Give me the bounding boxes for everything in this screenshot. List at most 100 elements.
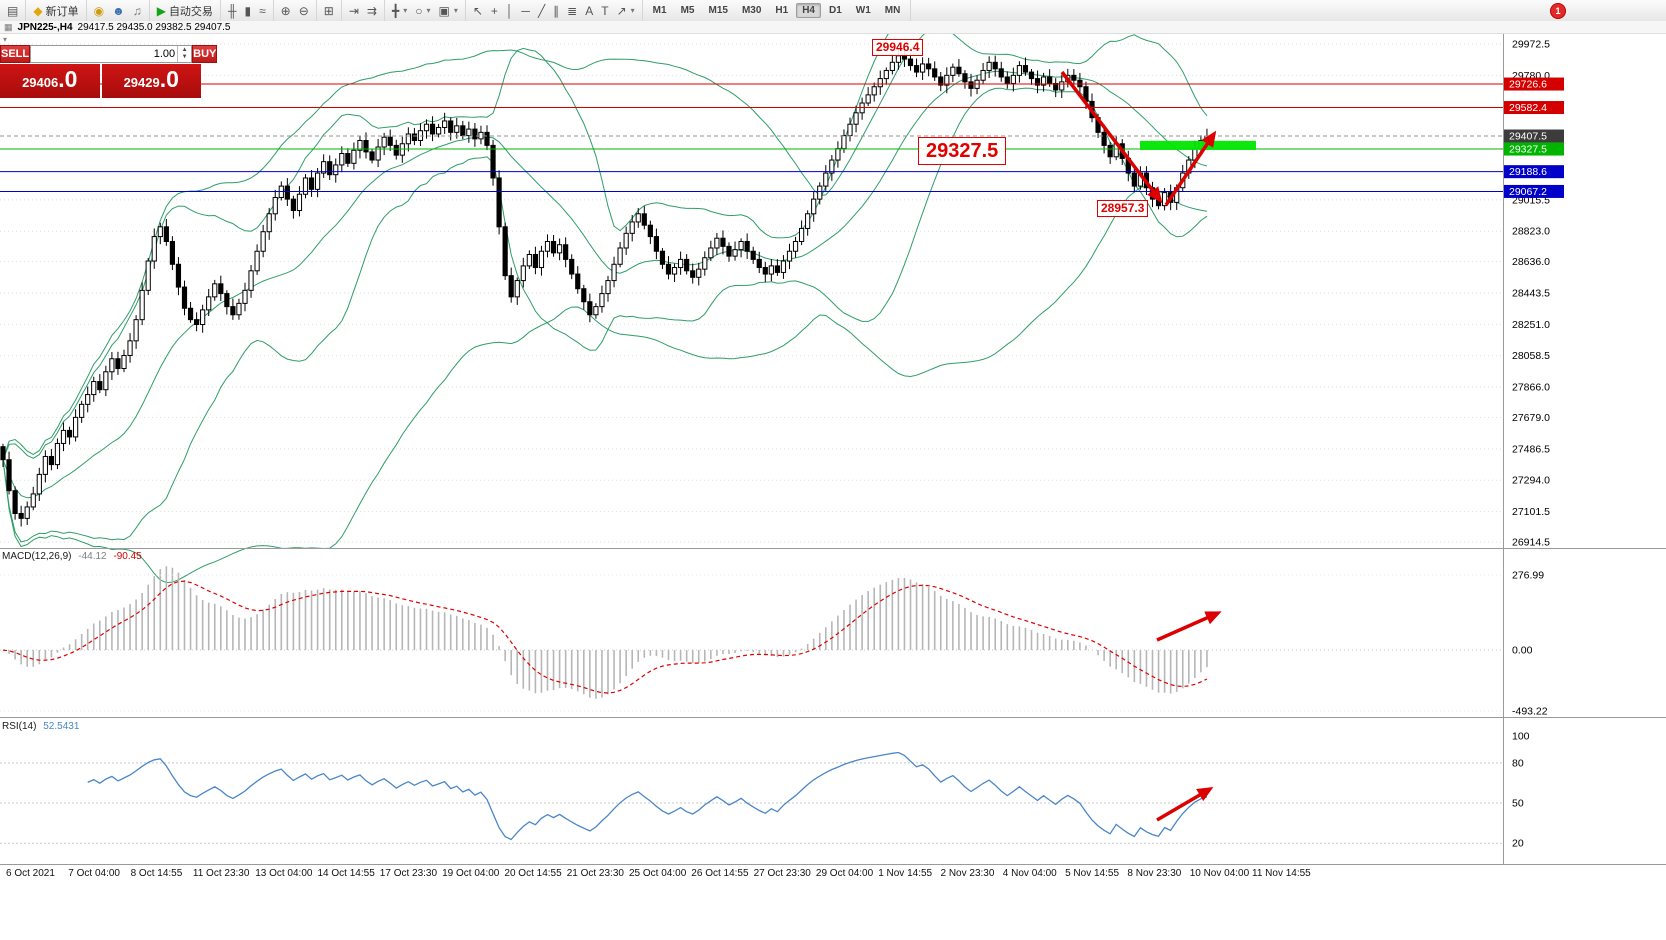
text-button[interactable]: A [581, 4, 597, 18]
chart-ohlc: 29417.5 29435.0 29382.5 29407.5 [77, 21, 231, 33]
time-axis-label: 29 Oct 04:00 [815, 868, 874, 879]
toolbar-group-draw-tools: ↖ + │ ─ ╱ ∥ ≣ A T ↗ ▾ [466, 0, 643, 21]
timeframe-M5[interactable]: M5 [680, 5, 695, 16]
annotation-low-price[interactable]: 28957.3 [1097, 200, 1149, 217]
timeframe-D1[interactable]: D1 [828, 5, 842, 16]
auto-scroll-button[interactable]: ⇉ [363, 4, 381, 18]
rsi-value: 52.5431 [43, 721, 80, 732]
ellipse-tool-button[interactable]: ○ ▾ [411, 4, 434, 18]
fibonacci-button[interactable]: ≣ [563, 4, 581, 18]
autotrading-button[interactable]: ▶ 自动交易 [153, 2, 217, 20]
chart-symbol: JPN225-,H4 [17, 21, 73, 33]
autotrading-icon: ▶ [156, 3, 166, 18]
toolbar-group-panels: ◉ ☻ ♫ [87, 0, 150, 21]
svg-text:27866.0: 27866.0 [1512, 382, 1550, 394]
rsi-name: RSI(14) [2, 721, 37, 732]
vertical-line-button[interactable]: │ [502, 4, 518, 18]
toolbar-group-timeframes: M1 M5 M15 M30 H1 H4 D1 W1 MN [643, 0, 912, 21]
trendline-button[interactable]: ╱ [534, 4, 549, 18]
price-axis[interactable]: 29972.529780.029015.528823.028636.028443… [1504, 38, 1564, 850]
tile-windows-button[interactable]: ⊞ [320, 4, 338, 18]
profile-button[interactable]: ☻ [108, 4, 129, 18]
timeframe-W1[interactable]: W1 [855, 5, 871, 16]
camera-button[interactable]: ▣ ▾ [434, 4, 461, 18]
chevron-down-icon[interactable]: ▾ [630, 6, 635, 15]
crosshair-dropdown-button[interactable]: ╋ ▾ [388, 4, 411, 18]
svg-text:27486.5: 27486.5 [1512, 443, 1550, 455]
svg-text:28443.5: 28443.5 [1512, 288, 1550, 300]
timeframe-H4[interactable]: H4 [796, 3, 821, 18]
macd-arrow-up[interactable] [1156, 611, 1222, 642]
annotation-peak-price[interactable]: 29946.4 [872, 39, 924, 56]
cursor-button[interactable]: ↖ [469, 4, 487, 18]
chevron-down-icon[interactable]: ▾ [426, 6, 431, 15]
chevron-down-icon[interactable]: ▾ [453, 6, 458, 15]
volume-decrement-icon[interactable]: ▼ [181, 54, 188, 60]
coins-icon: ◉ [93, 3, 105, 18]
chart-window-icon: ▦ [4, 21, 13, 32]
sell-price[interactable]: 29406 .0 [0, 64, 100, 98]
time-axis-label: 17 Oct 23:30 [379, 868, 438, 879]
crosshair-button[interactable]: + [487, 4, 502, 18]
bar-chart-button[interactable]: ╫ [224, 4, 241, 18]
camera-icon: ▣ [438, 3, 450, 18]
rsi-arrow-up[interactable] [1156, 786, 1214, 822]
new-chart-icon: ▤ [7, 3, 19, 18]
ellipse-tool-icon: ○ [415, 3, 423, 18]
new-order-label: 新订单 [45, 5, 79, 18]
time-axis-label: 1 Nov 14:55 [878, 868, 933, 879]
macd-main-value: -44.12 [78, 551, 107, 562]
horizontal-levels[interactable] [0, 83, 1503, 192]
svg-text:29972.5: 29972.5 [1512, 38, 1550, 50]
channel-button[interactable]: ∥ [549, 4, 563, 18]
zoom-out-button[interactable]: ⊖ [295, 4, 313, 18]
buy-button[interactable]: BUY [192, 45, 218, 63]
tile-windows-icon: ⊞ [323, 3, 334, 18]
macd-label: MACD(12,26,9) -44.12 -90.45 [2, 551, 142, 562]
trend-arrow-up[interactable] [1164, 130, 1217, 206]
buy-price[interactable]: 29429 .0 [101, 64, 201, 98]
arrows-tool-button[interactable]: ↗ ▾ [613, 4, 639, 18]
shift-chart-button[interactable]: ⇥ [345, 4, 363, 18]
coins-button[interactable]: ◉ [90, 4, 108, 18]
time-axis-label: 21 Oct 23:30 [566, 868, 624, 879]
text-label-button[interactable]: T [597, 4, 612, 18]
autotrading-label: 自动交易 [168, 5, 213, 18]
svg-text:100: 100 [1512, 731, 1530, 743]
timeframe-MN[interactable]: MN [884, 5, 901, 16]
horizontal-line-button[interactable]: ─ [517, 4, 534, 18]
timeframe-M15[interactable]: M15 [708, 5, 728, 16]
trend-arrow-down[interactable] [1060, 70, 1163, 204]
highlight-zone[interactable] [1140, 140, 1256, 150]
zoom-in-button[interactable]: ⊕ [277, 4, 295, 18]
timeframe-M30[interactable]: M30 [741, 5, 762, 16]
candlestick-button[interactable]: ▮ [240, 4, 255, 18]
new-order-button[interactable]: ◆ 新订单 [29, 2, 82, 20]
news-icon: ♫ [132, 3, 142, 18]
bollinger-bands [2, 0, 1208, 584]
chevron-down-icon[interactable]: ▾ [403, 6, 408, 15]
notification-badge[interactable]: 1 [1550, 3, 1566, 19]
line-chart-button[interactable]: ≈ [255, 4, 270, 18]
timeframe-H1[interactable]: H1 [775, 5, 789, 16]
svg-text:28823.0: 28823.0 [1512, 226, 1550, 238]
sell-price-main: 29406 [22, 75, 59, 90]
news-button[interactable]: ♫ [129, 4, 146, 18]
buy-price-main: 29429 [123, 75, 160, 90]
sell-button[interactable]: SELL [0, 45, 31, 63]
volume-input[interactable] [31, 46, 178, 62]
buy-price-pips: .0 [159, 66, 179, 92]
time-axis-label: 11 Oct 23:30 [192, 868, 250, 879]
time-axis-label: 2 Nov 23:30 [940, 868, 995, 879]
volume-increment-icon[interactable]: ▲ [181, 47, 188, 54]
time-axis[interactable]: 6 Oct 2021 7 Oct 04:00 8 Oct 14:55 11 Oct 2… [0, 866, 1500, 886]
auto-scroll-icon: ⇉ [366, 3, 377, 18]
candles-layer [0, 48, 1210, 527]
timeframe-M1[interactable]: M1 [652, 5, 667, 16]
new-chart-button[interactable]: ▤ [3, 4, 22, 18]
annotation-level-price[interactable]: 29327.5 [918, 137, 1007, 165]
one-click-collapse-icon[interactable]: ▾ [3, 35, 8, 44]
toolbar-group-zoom: ⊕ ⊖ [274, 0, 317, 21]
drawing-objects-layer[interactable] [1060, 70, 1256, 822]
